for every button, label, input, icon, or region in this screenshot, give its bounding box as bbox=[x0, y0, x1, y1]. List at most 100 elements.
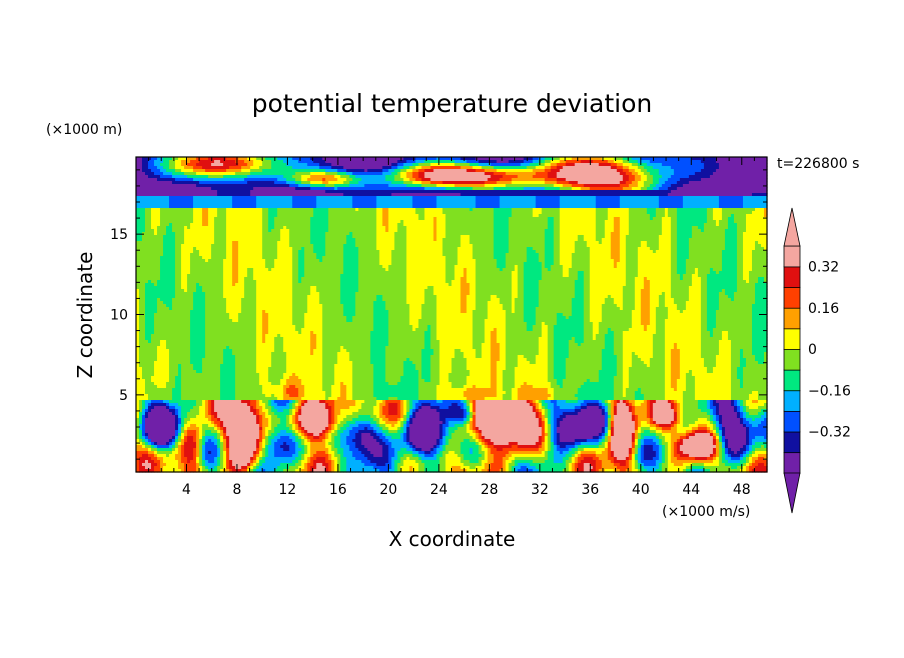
contour-cell bbox=[700, 166, 705, 170]
contour-cell bbox=[148, 169, 152, 173]
contour-cell bbox=[166, 166, 170, 170]
contour-cell bbox=[346, 172, 350, 176]
contour-cell bbox=[346, 160, 350, 164]
contour-cell bbox=[355, 160, 359, 164]
contour-cell bbox=[463, 169, 468, 173]
contour-cell bbox=[547, 160, 552, 164]
contour-cell bbox=[442, 163, 447, 167]
contour-cell bbox=[469, 157, 474, 161]
contour-cell bbox=[673, 172, 678, 176]
contour-cell bbox=[205, 169, 209, 173]
contour-cell bbox=[316, 172, 320, 176]
contour-cell bbox=[502, 169, 507, 173]
contour-cell bbox=[643, 160, 648, 164]
contour-cell bbox=[550, 166, 555, 170]
contour-cell bbox=[409, 157, 414, 161]
contour-cell bbox=[715, 157, 720, 161]
contour-cell bbox=[685, 160, 690, 164]
contour-cell bbox=[565, 163, 570, 167]
chart-title: potential temperature deviation bbox=[252, 89, 652, 118]
contour-cell bbox=[703, 160, 708, 164]
contour-cell bbox=[394, 166, 399, 170]
contour-cell bbox=[373, 172, 377, 176]
contour-cell bbox=[607, 163, 612, 167]
contour-cell bbox=[703, 163, 708, 167]
contour-cell bbox=[574, 163, 579, 167]
contour-cell bbox=[595, 166, 600, 170]
contour-cell bbox=[694, 163, 699, 167]
contour-cell bbox=[160, 169, 164, 173]
contour-cell bbox=[415, 163, 420, 167]
contour-cell bbox=[343, 166, 347, 170]
contour-cell bbox=[628, 169, 633, 173]
contour-cell bbox=[697, 166, 702, 170]
contour-cell bbox=[454, 157, 459, 161]
contour-cell bbox=[271, 172, 275, 176]
contour-cell bbox=[640, 169, 645, 173]
contour-cell bbox=[649, 172, 654, 176]
contour-cell bbox=[466, 163, 471, 167]
contour-cell bbox=[601, 172, 606, 176]
contour-cell bbox=[367, 160, 371, 164]
contour-cell bbox=[646, 166, 651, 170]
contour-cell bbox=[292, 166, 296, 170]
contour-cell bbox=[142, 169, 146, 173]
contour-cell bbox=[481, 157, 486, 161]
contour-cell bbox=[757, 169, 762, 173]
contour-cell bbox=[580, 166, 585, 170]
contour-cell bbox=[631, 160, 636, 164]
contour-cell bbox=[277, 163, 281, 167]
contour-cell bbox=[274, 169, 278, 173]
contour-cell bbox=[574, 172, 579, 176]
contour-cell bbox=[190, 172, 194, 176]
contour-cell bbox=[361, 163, 365, 167]
contour-cell bbox=[376, 172, 380, 176]
contour-cell bbox=[355, 172, 359, 176]
contour-cell bbox=[151, 163, 155, 167]
contour-cell bbox=[472, 166, 477, 170]
contour-cell bbox=[400, 157, 405, 161]
contour-cell bbox=[340, 157, 344, 161]
contour-cell bbox=[274, 166, 278, 170]
contour-cell bbox=[526, 172, 531, 176]
contour-cell bbox=[628, 166, 633, 170]
contour-cell bbox=[457, 160, 462, 164]
contour-cell bbox=[169, 163, 173, 167]
y-axis-label: Z coordinate bbox=[73, 252, 97, 379]
contour-cell bbox=[400, 166, 405, 170]
contour-cell bbox=[199, 172, 203, 176]
contour-cell bbox=[544, 169, 549, 173]
contour-cell bbox=[283, 166, 287, 170]
contour-cell bbox=[745, 169, 750, 173]
contour-cell bbox=[238, 172, 242, 176]
contour-cell bbox=[764, 166, 768, 170]
contour-cell bbox=[142, 157, 146, 161]
contour-cell bbox=[598, 172, 603, 176]
contour-cell bbox=[673, 157, 678, 161]
contour-cell bbox=[337, 157, 341, 161]
contour-cell bbox=[568, 166, 573, 170]
contour-cell bbox=[709, 163, 714, 167]
contour-cell bbox=[370, 157, 374, 161]
contour-cell bbox=[445, 157, 450, 161]
contour-cell bbox=[325, 169, 329, 173]
contour-cell bbox=[688, 169, 693, 173]
contour-cell bbox=[460, 157, 465, 161]
contour-cell bbox=[544, 163, 549, 167]
contour-cell bbox=[667, 166, 672, 170]
contour-cell bbox=[643, 172, 648, 176]
contour-cell bbox=[175, 166, 179, 170]
contour-cell bbox=[370, 172, 374, 176]
contour-cell bbox=[277, 157, 281, 161]
contour-cell bbox=[196, 166, 200, 170]
contour-cell bbox=[307, 160, 311, 164]
contour-cell bbox=[166, 172, 170, 176]
contour-cell bbox=[601, 160, 606, 164]
contour-cell bbox=[220, 160, 224, 164]
contour-cell bbox=[253, 157, 257, 161]
contour-cell bbox=[475, 157, 480, 161]
contour-cell bbox=[664, 160, 669, 164]
contour-cell bbox=[709, 157, 714, 161]
contour-cell bbox=[529, 169, 534, 173]
contour-cell bbox=[757, 163, 762, 167]
